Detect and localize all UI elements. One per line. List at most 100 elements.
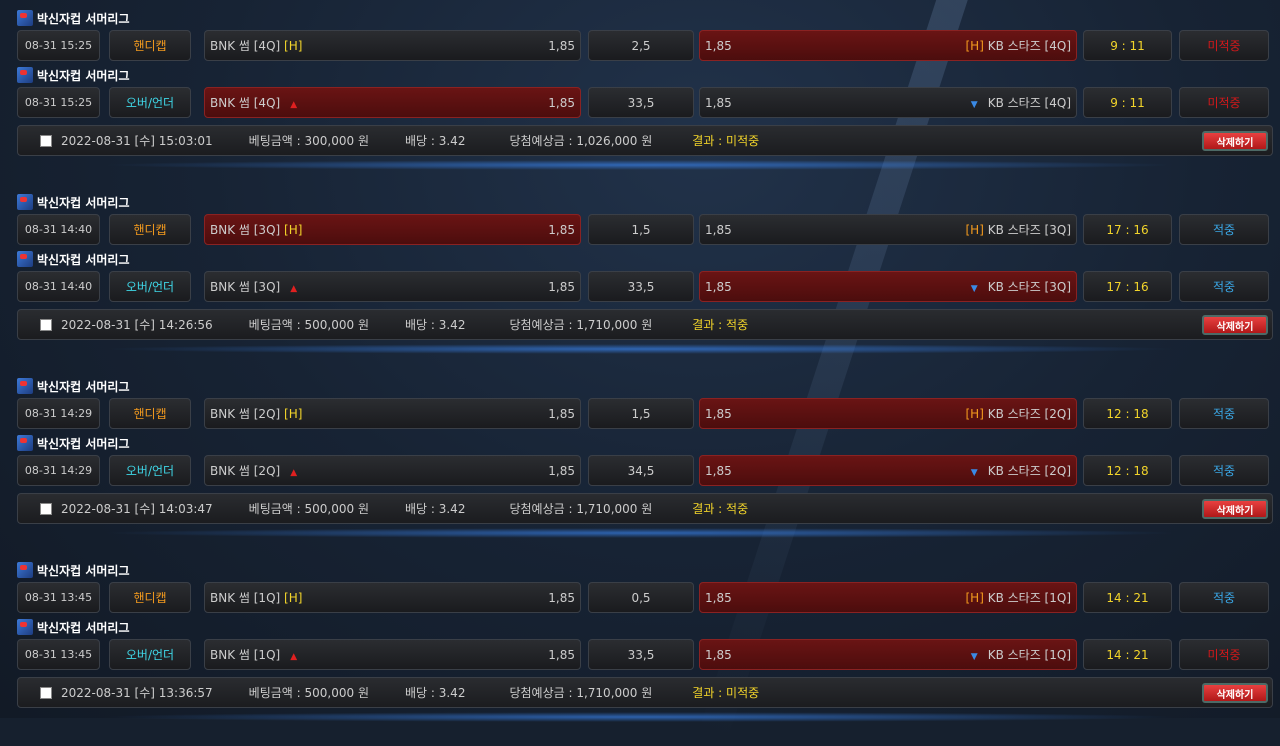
home-pick-button[interactable]: BNK 썸 [1Q] ▲ 1,85 — [204, 639, 581, 670]
league-label: 박신자컵 서머리그 — [17, 10, 130, 26]
league-label: 박신자컵 서머리그 — [17, 194, 130, 210]
home-odds: 1,85 — [548, 38, 575, 53]
bet-summary-result: 결과 : 적중 — [692, 318, 749, 332]
bet-type: 오버/언더 — [109, 271, 191, 302]
match-date: 08-31 14:40 — [17, 271, 100, 302]
home-pick-button[interactable]: BNK 썸 [4Q] [H] 1,85 — [204, 30, 581, 61]
away-odds: 1,85 — [705, 38, 732, 53]
home-pick-button[interactable]: BNK 썸 [1Q] [H] 1,85 — [204, 582, 581, 613]
home-tag: [H] — [284, 223, 303, 237]
league-label: 박신자컵 서머리그 — [17, 378, 130, 394]
under-arrow-icon: ▼ — [970, 468, 978, 478]
bet-type: 오버/언더 — [109, 87, 191, 118]
bet-datetime: 2022-08-31 [수] 15:03:01 — [61, 134, 213, 148]
away-team-wrap: ▼ KB 스타즈 [3Q] — [971, 278, 1071, 295]
expected-payout: 당첨예상금 : 1,710,000 원 — [509, 502, 653, 516]
under-arrow-icon: ▼ — [970, 652, 978, 662]
bet-datetime: 2022-08-31 [수] 14:03:47 — [61, 502, 213, 516]
away-pick-button[interactable]: 1,85 ▼ KB 스타즈 [3Q] — [699, 271, 1077, 302]
away-team-name: KB 스타즈 [4Q] — [987, 39, 1071, 53]
away-pick-button[interactable]: 1,85 [H] KB 스타즈 [4Q] — [699, 30, 1077, 61]
league-logo-icon — [17, 435, 33, 451]
line-value: 33,5 — [588, 87, 694, 118]
away-pick-button[interactable]: 1,85 [H] KB 스타즈 [3Q] — [699, 214, 1077, 245]
away-pick-button[interactable]: 1,85 ▼ KB 스타즈 [2Q] — [699, 455, 1077, 486]
away-tag: [H] — [965, 407, 984, 421]
select-checkbox[interactable] — [40, 686, 52, 699]
away-team-wrap: ▼ KB 스타즈 [4Q] — [971, 94, 1071, 111]
away-odds: 1,85 — [705, 647, 732, 662]
match-score: 9 : 11 — [1083, 30, 1172, 61]
divider-glow — [100, 528, 1180, 538]
away-team-wrap: [H] KB 스타즈 [2Q] — [965, 405, 1071, 422]
away-pick-button[interactable]: 1,85 ▼ KB 스타즈 [4Q] — [699, 87, 1077, 118]
away-odds: 1,85 — [705, 222, 732, 237]
home-team-wrap: BNK 썸 [1Q] [H] — [210, 589, 302, 606]
match-score: 14 : 21 — [1083, 582, 1172, 613]
select-checkbox[interactable] — [40, 134, 52, 147]
bet-summary-result: 결과 : 적중 — [692, 502, 749, 516]
away-team-name: KB 스타즈 [3Q] — [987, 223, 1071, 237]
league-logo-icon — [17, 562, 33, 578]
home-pick-button[interactable]: BNK 썸 [4Q] ▲ 1,85 — [204, 87, 581, 118]
line-value: 33,5 — [588, 639, 694, 670]
expected-payout: 당첨예상금 : 1,710,000 원 — [509, 318, 653, 332]
league-name: 박신자컵 서머리그 — [37, 563, 130, 578]
home-pick-button[interactable]: BNK 썸 [2Q] ▲ 1,85 — [204, 455, 581, 486]
over-arrow-icon: ▲ — [290, 100, 298, 110]
line-value: 34,5 — [588, 455, 694, 486]
league-logo-icon — [17, 251, 33, 267]
over-arrow-icon: ▲ — [290, 284, 298, 294]
over-arrow-icon: ▲ — [290, 468, 298, 478]
league-logo-icon — [17, 619, 33, 635]
home-odds: 1,85 — [548, 279, 575, 294]
home-tag: [H] — [284, 407, 303, 421]
bet-slip: 박신자컵 서머리그 08-31 13:45 핸디캡 BNK 썸 [1Q] [H] 1,8… — [0, 562, 1280, 746]
line-value: 0,5 — [588, 582, 694, 613]
home-pick-button[interactable]: BNK 썸 [3Q] [H] 1,85 — [204, 214, 581, 245]
home-team-wrap: BNK 썸 [4Q] ▲ — [210, 94, 297, 111]
home-pick-button[interactable]: BNK 썸 [3Q] ▲ 1,85 — [204, 271, 581, 302]
select-checkbox[interactable] — [40, 318, 52, 331]
bet-result: 미적중 — [1179, 639, 1269, 670]
divider-glow — [100, 344, 1180, 354]
league-label: 박신자컵 서머리그 — [17, 435, 130, 451]
bet-odds: 배당 : 3.42 — [404, 686, 466, 700]
home-team-name: BNK 썸 [4Q] — [210, 39, 281, 53]
delete-button[interactable]: 삭제하기 — [1202, 683, 1268, 703]
bet-result: 미적중 — [1179, 87, 1269, 118]
away-team-wrap: [H] KB 스타즈 [4Q] — [965, 37, 1071, 54]
bet-datetime: 2022-08-31 [수] 14:26:56 — [61, 318, 213, 332]
delete-button[interactable]: 삭제하기 — [1202, 499, 1268, 519]
home-team-wrap: BNK 썸 [1Q] ▲ — [210, 646, 297, 663]
match-date: 08-31 13:45 — [17, 639, 100, 670]
bet-summary-result: 결과 : 미적중 — [692, 686, 760, 700]
delete-button[interactable]: 삭제하기 — [1202, 315, 1268, 335]
select-checkbox[interactable] — [40, 502, 52, 515]
away-team-name: KB 스타즈 [3Q] — [987, 280, 1071, 294]
bet-result: 적중 — [1179, 214, 1269, 245]
match-score: 9 : 11 — [1083, 87, 1172, 118]
home-pick-button[interactable]: BNK 썸 [2Q] [H] 1,85 — [204, 398, 581, 429]
league-label: 박신자컵 서머리그 — [17, 562, 130, 578]
line-value: 1,5 — [588, 398, 694, 429]
match-score: 17 : 16 — [1083, 214, 1172, 245]
home-tag: [H] — [284, 591, 303, 605]
league-name: 박신자컵 서머리그 — [37, 379, 130, 394]
bet-row: 08-31 15:25 오버/언더 BNK 썸 [4Q] ▲ 1,85 33,5 1,85 ▼… — [0, 87, 1280, 118]
bet-type: 핸디캡 — [109, 398, 191, 429]
under-arrow-icon: ▼ — [970, 284, 978, 294]
away-tag: [H] — [965, 591, 984, 605]
bet-slip: 박신자컵 서머리그 08-31 15:25 핸디캡 BNK 썸 [4Q] [H] 1,8… — [0, 10, 1280, 194]
away-pick-button[interactable]: 1,85 ▼ KB 스타즈 [1Q] — [699, 639, 1077, 670]
away-tag: [H] — [965, 39, 984, 53]
bet-amount: 베팅금액 : 500,000 원 — [248, 686, 369, 700]
league-name: 박신자컵 서머리그 — [37, 620, 130, 635]
away-pick-button[interactable]: 1,85 [H] KB 스타즈 [2Q] — [699, 398, 1077, 429]
bet-odds: 배당 : 3.42 — [404, 318, 466, 332]
delete-button[interactable]: 삭제하기 — [1202, 131, 1268, 151]
bet-odds: 배당 : 3.42 — [404, 502, 466, 516]
away-pick-button[interactable]: 1,85 [H] KB 스타즈 [1Q] — [699, 582, 1077, 613]
bet-type: 오버/언더 — [109, 455, 191, 486]
home-team-name: BNK 썸 [4Q] — [210, 96, 281, 110]
